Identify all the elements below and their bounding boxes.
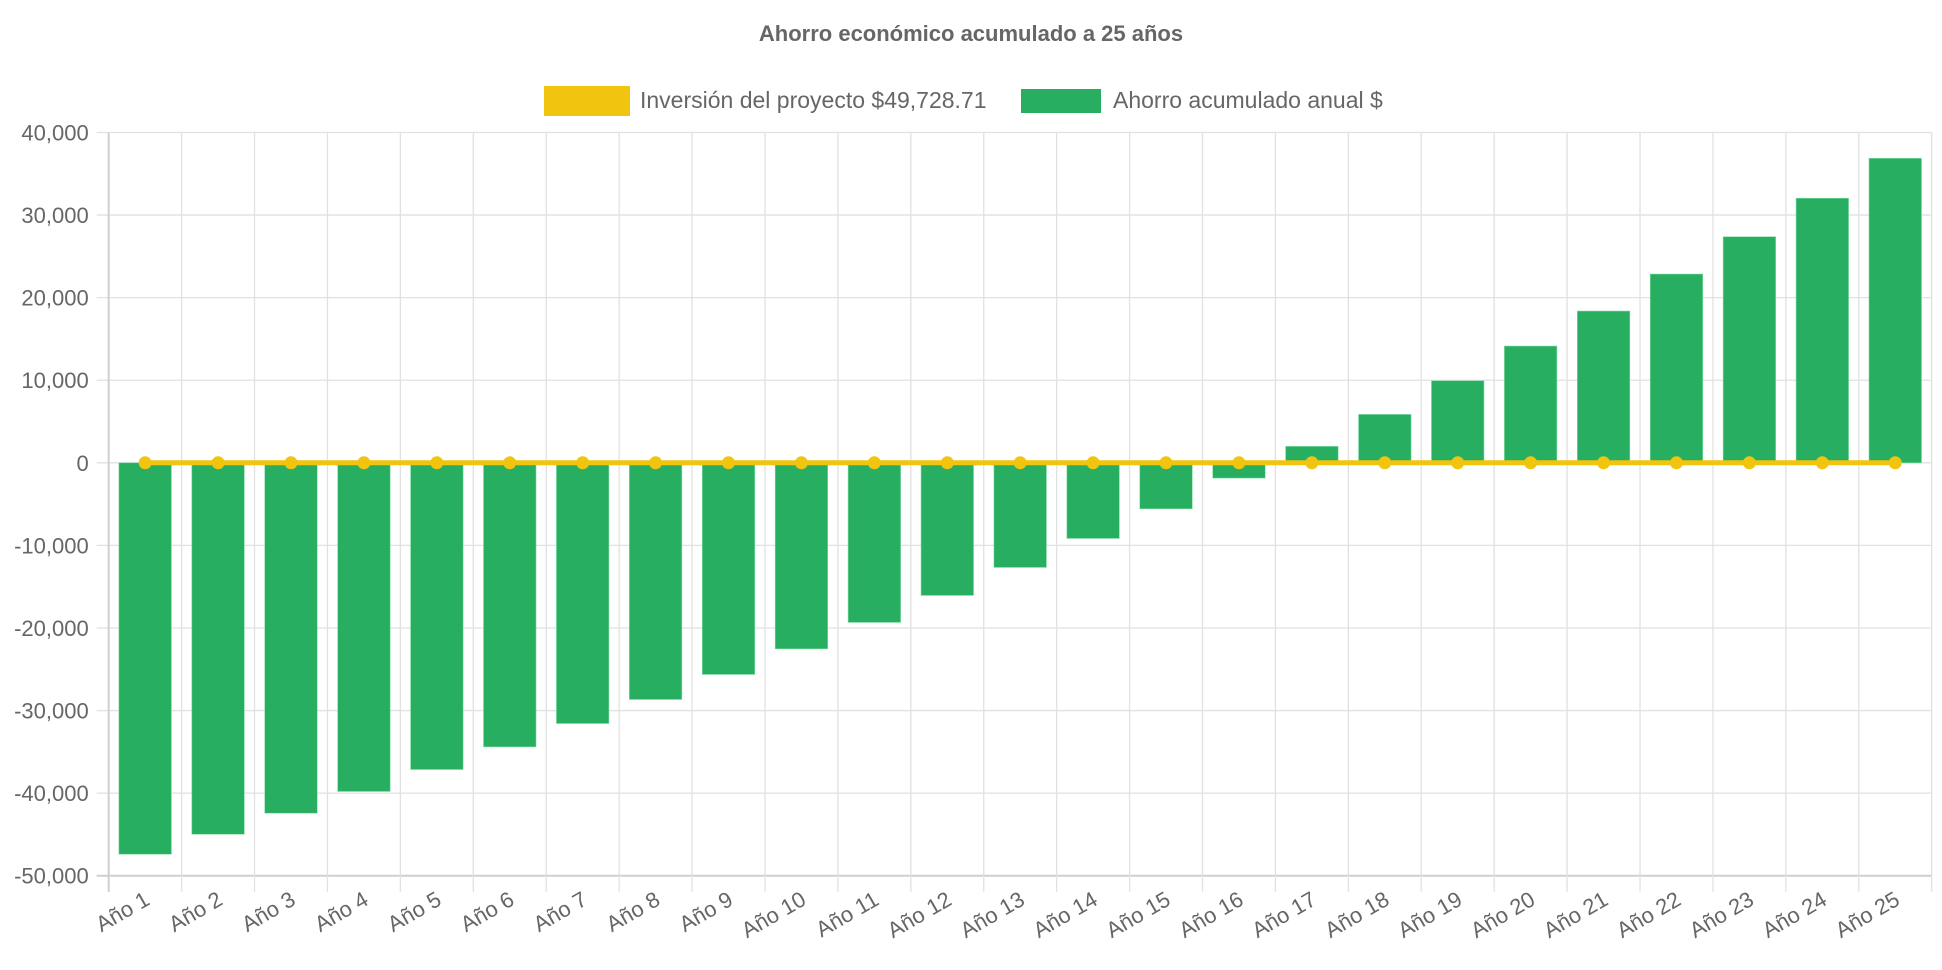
legend-label-investment: Inversión del proyecto $49,728.71 [640, 87, 987, 113]
line-series-investment [138, 456, 1902, 470]
bar[interactable] [1868, 158, 1922, 464]
line-point[interactable] [1159, 456, 1173, 470]
bar[interactable] [1431, 380, 1485, 464]
x-tick-label: Año 23 [1685, 886, 1758, 943]
line-point[interactable] [357, 456, 371, 470]
x-tick-label: Año 16 [1175, 886, 1248, 943]
bar[interactable] [191, 462, 245, 835]
line-point[interactable] [1086, 456, 1100, 470]
y-axis: 40,000 30,000 20,000 10,000 0 -10,000 -20,000 -… [14, 121, 89, 889]
line-point[interactable] [1524, 456, 1538, 470]
x-tick-label: Año 5 [383, 886, 445, 936]
line-point[interactable] [649, 456, 663, 470]
legend: Inversión del proyecto $49,728.71 Ahorro… [544, 86, 1383, 116]
bar[interactable] [774, 462, 828, 650]
x-tick-label: Año 22 [1612, 886, 1685, 943]
legend-label-savings: Ahorro acumulado anual $ [1113, 87, 1383, 113]
line-point[interactable] [1815, 456, 1829, 470]
line-point[interactable] [1378, 456, 1392, 470]
x-tick-label: Año 13 [956, 886, 1029, 943]
line-point[interactable] [503, 456, 517, 470]
x-tick-label: Año 7 [529, 886, 591, 936]
x-tick-label: Año 4 [310, 886, 372, 936]
line-point[interactable] [1013, 456, 1027, 470]
line-point[interactable] [1742, 456, 1756, 470]
bar[interactable] [920, 462, 974, 596]
line-point[interactable] [211, 456, 225, 470]
bar[interactable] [1504, 345, 1558, 464]
y-tick-label: -50,000 [14, 864, 89, 889]
x-tick-label: Año 8 [602, 886, 664, 936]
line-point[interactable] [430, 456, 444, 470]
bar[interactable] [118, 462, 172, 855]
bar[interactable] [1066, 462, 1120, 539]
line-point[interactable] [722, 456, 736, 470]
legend-item-investment[interactable]: Inversión del proyecto $49,728.71 [544, 86, 987, 116]
bar[interactable] [1139, 462, 1193, 510]
bar[interactable] [1795, 197, 1849, 464]
bar[interactable] [410, 462, 464, 770]
y-tick-label: 30,000 [21, 203, 88, 228]
x-tick-label: Año 17 [1247, 886, 1320, 943]
x-tick-label: Año 12 [883, 886, 956, 943]
line-point[interactable] [284, 456, 298, 470]
x-tick-label: Año 19 [1393, 886, 1466, 943]
y-tick-label: -30,000 [14, 699, 89, 724]
y-tick-label: 10,000 [21, 368, 88, 393]
line-point[interactable] [1451, 456, 1465, 470]
legend-swatch-investment [544, 86, 630, 116]
x-tick-label: Año 21 [1539, 886, 1612, 943]
line-point[interactable] [794, 456, 808, 470]
gridlines [96, 131, 1933, 892]
x-tick-label: Año 14 [1029, 886, 1102, 943]
x-tick-label: Año 1 [91, 886, 153, 936]
y-tick-label: 40,000 [21, 121, 88, 146]
x-tick-label: Año 11 [811, 886, 882, 942]
x-tick-label: Año 18 [1320, 886, 1393, 943]
x-tick-label: Año 15 [1102, 886, 1175, 943]
y-tick-label: 0 [76, 451, 88, 476]
bar[interactable] [701, 462, 756, 675]
chart-title: Ahorro económico acumulado a 25 años [759, 21, 1183, 46]
line-point[interactable] [867, 456, 881, 470]
line-point[interactable] [1669, 456, 1683, 470]
x-tick-label: Año 10 [737, 886, 810, 943]
line-point[interactable] [1597, 456, 1611, 470]
bar[interactable] [629, 462, 683, 700]
x-axis: Año 1 Año 2 Año 3 Año 4 Año 5 Año 6 Año 7 Año 8… [91, 886, 1903, 943]
bar[interactable] [1649, 273, 1704, 464]
line-point[interactable] [1888, 456, 1902, 470]
x-tick-label: Año 9 [675, 886, 737, 936]
y-tick-label: 20,000 [21, 286, 88, 311]
bar[interactable] [847, 462, 901, 623]
x-tick-label: Año 2 [164, 886, 226, 936]
line-point[interactable] [576, 456, 590, 470]
x-tick-label: Año 20 [1466, 886, 1539, 943]
line-point[interactable] [940, 456, 954, 470]
line-point[interactable] [1305, 456, 1319, 470]
x-tick-label: Año 6 [456, 886, 518, 936]
x-tick-label: Año 3 [237, 886, 299, 936]
legend-swatch-savings [1021, 89, 1101, 113]
bar[interactable] [1577, 310, 1631, 464]
bar[interactable] [264, 462, 318, 814]
bar[interactable] [483, 462, 537, 748]
x-tick-label: Año 24 [1758, 886, 1831, 943]
line-point[interactable] [138, 456, 152, 470]
bar-series-savings [118, 158, 1922, 855]
y-tick-label: -10,000 [14, 533, 89, 558]
y-tick-label: -20,000 [14, 616, 89, 641]
bar[interactable] [1358, 414, 1412, 464]
bar[interactable] [337, 462, 391, 792]
legend-item-savings[interactable]: Ahorro acumulado anual $ [1021, 87, 1383, 113]
y-tick-label: -40,000 [14, 781, 89, 806]
bar[interactable] [993, 462, 1047, 568]
bar[interactable] [1722, 236, 1776, 464]
bar[interactable] [556, 462, 610, 724]
line-point[interactable] [1232, 456, 1246, 470]
x-tick-label: Año 25 [1831, 886, 1904, 943]
